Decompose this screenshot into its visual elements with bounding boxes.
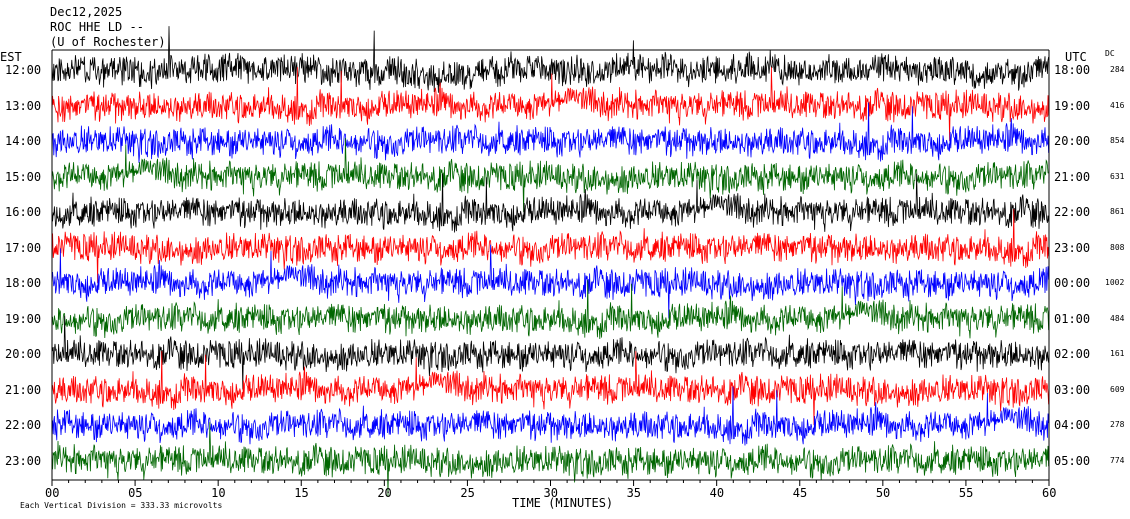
x-tick-label: 35 [626,486,642,500]
row-label-utc: 20:00 [1054,134,1091,148]
trace-group [51,26,1049,497]
row-label-est: 15:00 [5,169,42,184]
row-dc-value: 278 [1110,420,1125,429]
seismic-trace [51,422,1049,497]
x-axis-ticks [51,480,1050,486]
row-dc-value: 808 [1110,242,1125,252]
seismic-trace [51,351,1049,426]
header-station: ROC HHE LD -- [50,20,144,34]
row-label-est: 13:00 [5,98,42,113]
seismic-trace [51,315,1049,390]
footer-scale-note: Each Vertical Division = 333.33 microvol… [20,501,223,510]
x-axis-label: TIME (MINUTES) [512,496,614,510]
row-label-utc: 23:00 [1054,240,1091,255]
right-timezone-label: UTC [1065,50,1087,64]
x-tick-label: 55 [958,486,974,500]
x-tick-label: 00 [45,486,60,500]
header-date: Dec12,2025 [50,5,123,19]
row-label-utc: 19:00 [1054,98,1091,113]
seismic-trace [51,280,1049,340]
seismic-trace [52,244,1049,319]
seismic-trace [51,138,1049,213]
row-label-est: 18:00 [5,276,42,290]
row-label-est: 23:00 [5,453,42,468]
x-tick-label: 15 [294,486,309,500]
row-label-est: 17:00 [5,240,42,255]
row-label-utc: 03:00 [1054,382,1091,397]
row-label-utc: 02:00 [1054,347,1091,361]
row-dc-value: 161 [1110,349,1125,358]
row-label-est: 14:00 [5,134,42,148]
seismic-trace [51,173,1049,233]
x-tick-label: 10 [211,486,226,500]
row-label-utc: 01:00 [1054,311,1091,326]
row-label-est: 22:00 [5,418,42,432]
row-dc-value: 609 [1110,384,1125,394]
x-tick-label: 05 [128,486,143,500]
header-location: (U of Rochester) [50,35,166,49]
row-dc-value: 631 [1110,171,1125,181]
row-dc-value: 774 [1110,455,1125,465]
row-label-est: 16:00 [5,205,42,219]
row-dc-value: 484 [1110,313,1125,323]
row-dc-value: 284 [1110,65,1125,74]
row-label-utc: 05:00 [1054,453,1091,468]
x-tick-label: 40 [709,486,725,500]
x-tick-label: 20 [377,486,392,500]
row-dc-value: 861 [1110,207,1125,216]
seismic-trace [51,102,1049,164]
seismic-trace [51,67,1049,142]
row-label-est: 12:00 [5,63,42,77]
seismic-trace [51,26,1049,93]
row-dc-value: 1002 [1105,278,1125,287]
x-tick-label: 25 [460,486,475,500]
left-timezone-label: EST [0,50,22,64]
seismic-trace [51,209,1049,284]
row-label-est: 19:00 [5,311,42,326]
x-tick-label: 30 [543,486,558,500]
x-tick-label: 50 [875,486,891,500]
row-label-utc: 22:00 [1054,205,1091,219]
row-label-est: 21:00 [5,382,42,397]
row-label-est: 20:00 [5,347,42,361]
row-label-utc: 21:00 [1054,169,1091,184]
row-dc-value: 416 [1110,100,1125,110]
row-label-utc: 18:00 [1054,63,1091,77]
x-tick-label: 45 [792,486,808,500]
seismic-trace [51,386,1049,446]
dc-column-label: DC [1105,49,1115,58]
x-tick-label: 60 [1042,486,1057,500]
row-label-utc: 00:00 [1054,276,1091,290]
row-label-utc: 04:00 [1054,418,1091,432]
row-dc-value: 854 [1110,136,1125,145]
